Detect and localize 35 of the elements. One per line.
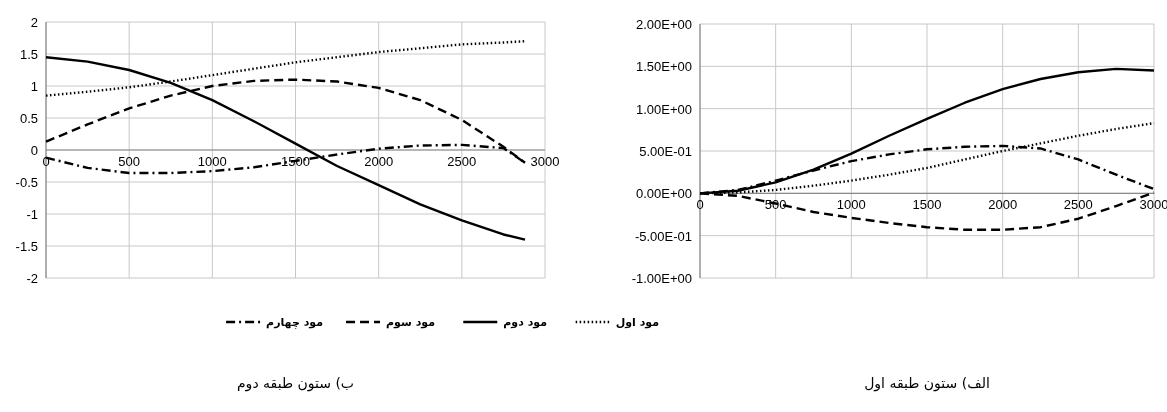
x-tick-label: 500 xyxy=(764,197,787,213)
y-tick-label: 0 xyxy=(30,143,38,158)
text: الف) ستون طبقه اول xyxy=(864,375,990,392)
x-tick-label: 3000 xyxy=(530,154,560,169)
y-tick-label: -0.5 xyxy=(15,175,38,190)
x-tick-label: 1000 xyxy=(197,154,227,169)
x-tick-label: 1000 xyxy=(836,197,866,213)
legend-label: مود اول xyxy=(615,316,659,329)
legend-label: مود دوم xyxy=(503,316,547,329)
y-tick-label: -2 xyxy=(26,271,38,286)
y-tick-label: 5.00E-01 xyxy=(639,144,692,159)
x-tick-label: 1500 xyxy=(281,154,310,169)
y-tick-label: 0.5 xyxy=(19,111,38,126)
y-tick-label: -1.00E+00 xyxy=(631,271,692,286)
y-tick-label: 2 xyxy=(30,15,38,30)
y-tick-label: 1.00E+00 xyxy=(635,101,692,117)
y-tick-label: 1.50E+00 xyxy=(635,59,692,75)
x-tick-label: 500 xyxy=(118,154,141,169)
y-tick-label: 0.00E+00 xyxy=(635,186,692,202)
legend-label: مود سوم xyxy=(386,316,435,329)
y-tick-label: -1 xyxy=(26,207,38,222)
x-tick-label: 1500 xyxy=(912,197,942,213)
x-tick-label: 0 xyxy=(696,197,704,213)
y-tick-label: -5.00E-01 xyxy=(634,228,692,244)
y-tick-label: 1.5 xyxy=(19,47,38,62)
x-tick-label: 2500 xyxy=(1063,197,1093,213)
x-tick-label: 3000 xyxy=(1139,197,1167,213)
x-tick-label: 2500 xyxy=(447,154,477,169)
x-tick-label: 2000 xyxy=(988,197,1018,213)
legend-label: مود چهارم xyxy=(266,316,323,329)
x-tick-label: 2000 xyxy=(364,154,394,169)
y-tick-label: 1 xyxy=(30,79,38,94)
text: ب) ستون طبقه دوم xyxy=(236,375,355,392)
y-tick-label: -1.5 xyxy=(15,239,38,254)
y-tick-label: 2.00E+00 xyxy=(635,17,692,32)
